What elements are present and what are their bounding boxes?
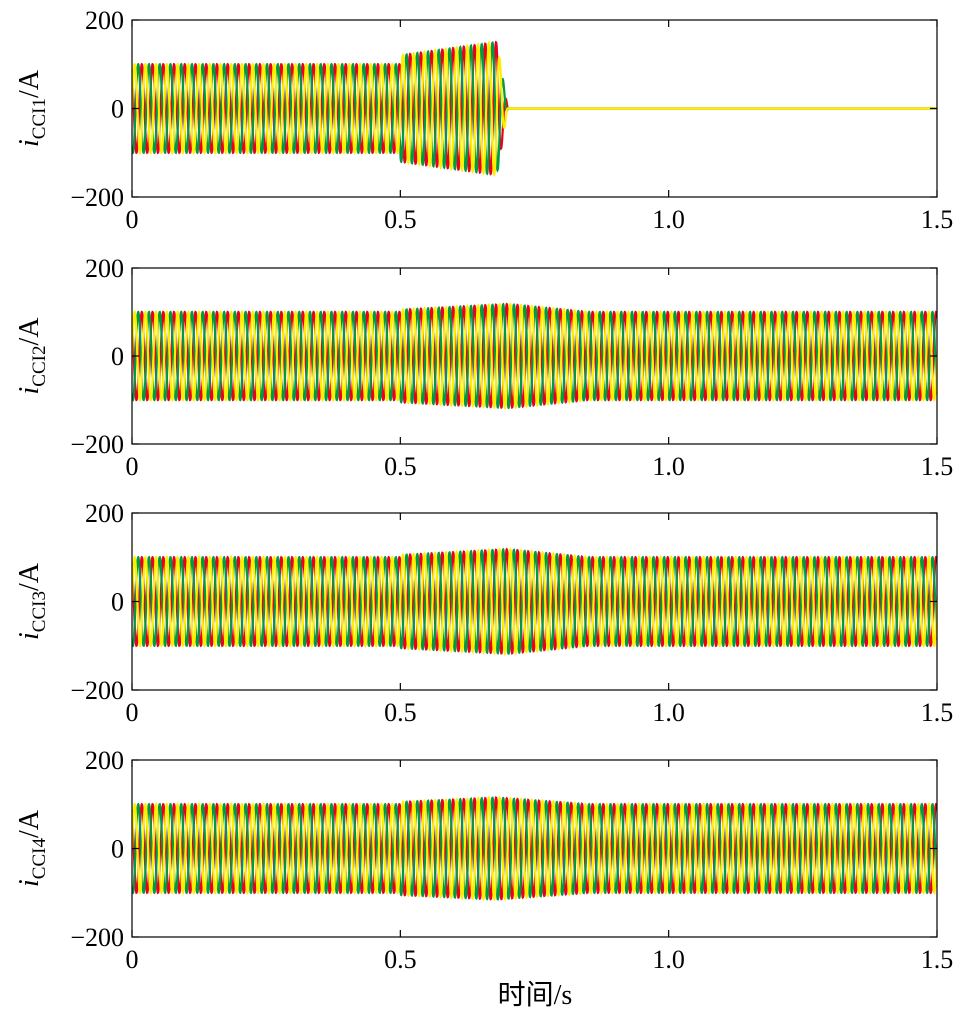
- y-axis-label: iCCI4/A: [14, 809, 50, 887]
- x-tick-label: 0: [126, 452, 139, 481]
- x-tick-label: 0.5: [384, 205, 417, 234]
- series-line-phase-1: [132, 302, 937, 410]
- y-tick-label: −200: [70, 183, 124, 212]
- y-axis-label: iCCI1/A: [14, 69, 50, 147]
- y-tick-label: 200: [85, 746, 124, 775]
- x-tick-label: 1.0: [652, 698, 685, 727]
- x-tick-label: 0.5: [384, 945, 417, 974]
- x-tick-label: 0: [126, 945, 139, 974]
- series-line-phase-1: [132, 547, 937, 656]
- x-tick-label: 0: [126, 698, 139, 727]
- x-tick-label: 0.5: [384, 452, 417, 481]
- x-tick-label: 0: [126, 205, 139, 234]
- x-tick-label: 1.0: [652, 452, 685, 481]
- x-tick-label: 0.5: [384, 698, 417, 727]
- series-line-phase-2: [132, 547, 937, 656]
- y-axis-label: iCCI2/A: [14, 317, 50, 395]
- y-axis-label: iCCI3/A: [14, 562, 50, 640]
- y-tick-label: −200: [70, 923, 124, 952]
- x-tick-label: 1.5: [921, 452, 954, 481]
- y-tick-label: 200: [85, 499, 124, 528]
- series-line-phase-3: [132, 547, 937, 655]
- x-tick-label: 1.5: [921, 205, 954, 234]
- series-line-phase-2: [132, 796, 937, 901]
- x-axis-label: 时间/s: [498, 979, 573, 1011]
- y-tick-label: 0: [111, 95, 124, 124]
- series-line-phase-1: [132, 795, 937, 902]
- y-tick-label: 0: [111, 835, 124, 864]
- series-line-phase-3: [132, 302, 937, 410]
- series-line-phase-2: [132, 302, 937, 410]
- x-tick-label: 1.0: [652, 945, 685, 974]
- y-tick-label: 200: [85, 6, 124, 35]
- x-tick-label: 1.5: [921, 945, 954, 974]
- y-tick-label: 0: [111, 588, 124, 617]
- x-tick-label: 1.0: [652, 205, 685, 234]
- y-tick-label: −200: [70, 430, 124, 459]
- y-tick-label: 0: [111, 342, 124, 371]
- y-tick-label: −200: [70, 676, 124, 705]
- x-tick-label: 1.5: [921, 698, 954, 727]
- y-tick-label: 200: [85, 254, 124, 283]
- series-line-phase-3: [132, 796, 937, 901]
